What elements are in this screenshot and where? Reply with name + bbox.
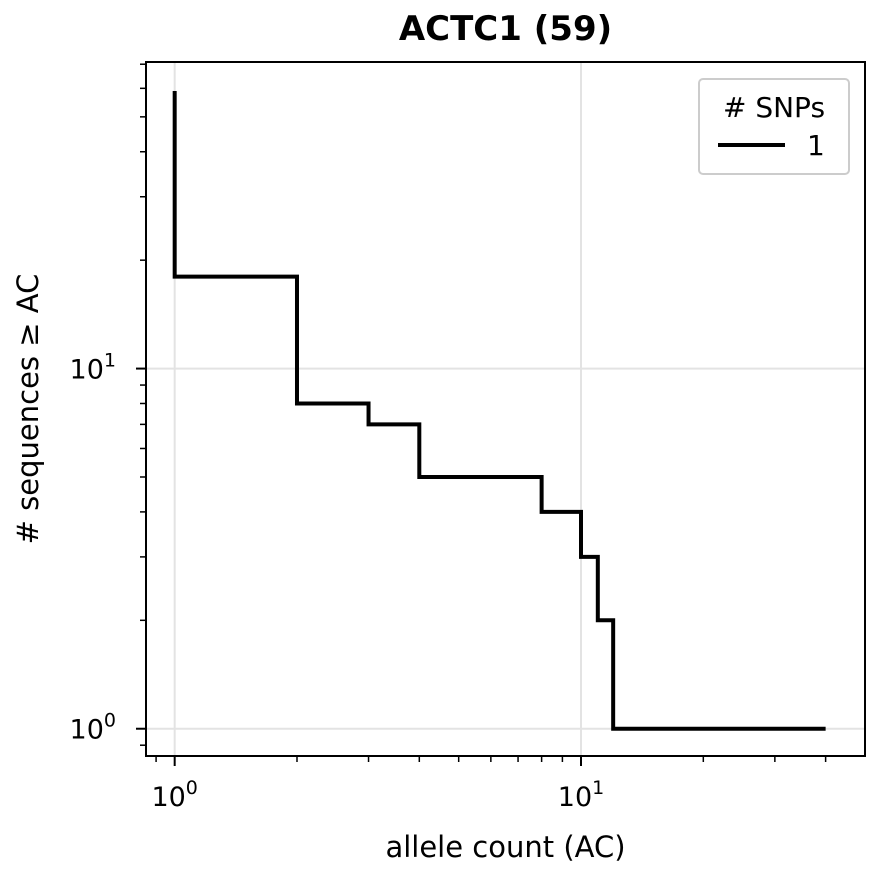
legend-title: # SNPs [723, 91, 825, 124]
x-tick-label: 100 [151, 777, 197, 813]
x-axis-label: allele count (AC) [385, 830, 625, 864]
legend: # SNPs 1 [698, 78, 850, 175]
grid-lines [146, 62, 865, 756]
y-tick-label: 101 [70, 350, 116, 386]
chart-title: ACTC1 (59) [399, 9, 612, 49]
y-axis-label: # sequences ≥ AC [11, 274, 45, 545]
series-layer [172, 90, 826, 731]
legend-entry-label: 1 [807, 129, 825, 162]
plot-frame [145, 61, 866, 757]
series-line-1 [172, 90, 826, 731]
major-ticks: 100 101 100 101 [70, 350, 605, 813]
x-tick-label: 101 [558, 777, 604, 813]
y-tick-label: 100 [70, 710, 116, 746]
legend-box [698, 78, 850, 175]
